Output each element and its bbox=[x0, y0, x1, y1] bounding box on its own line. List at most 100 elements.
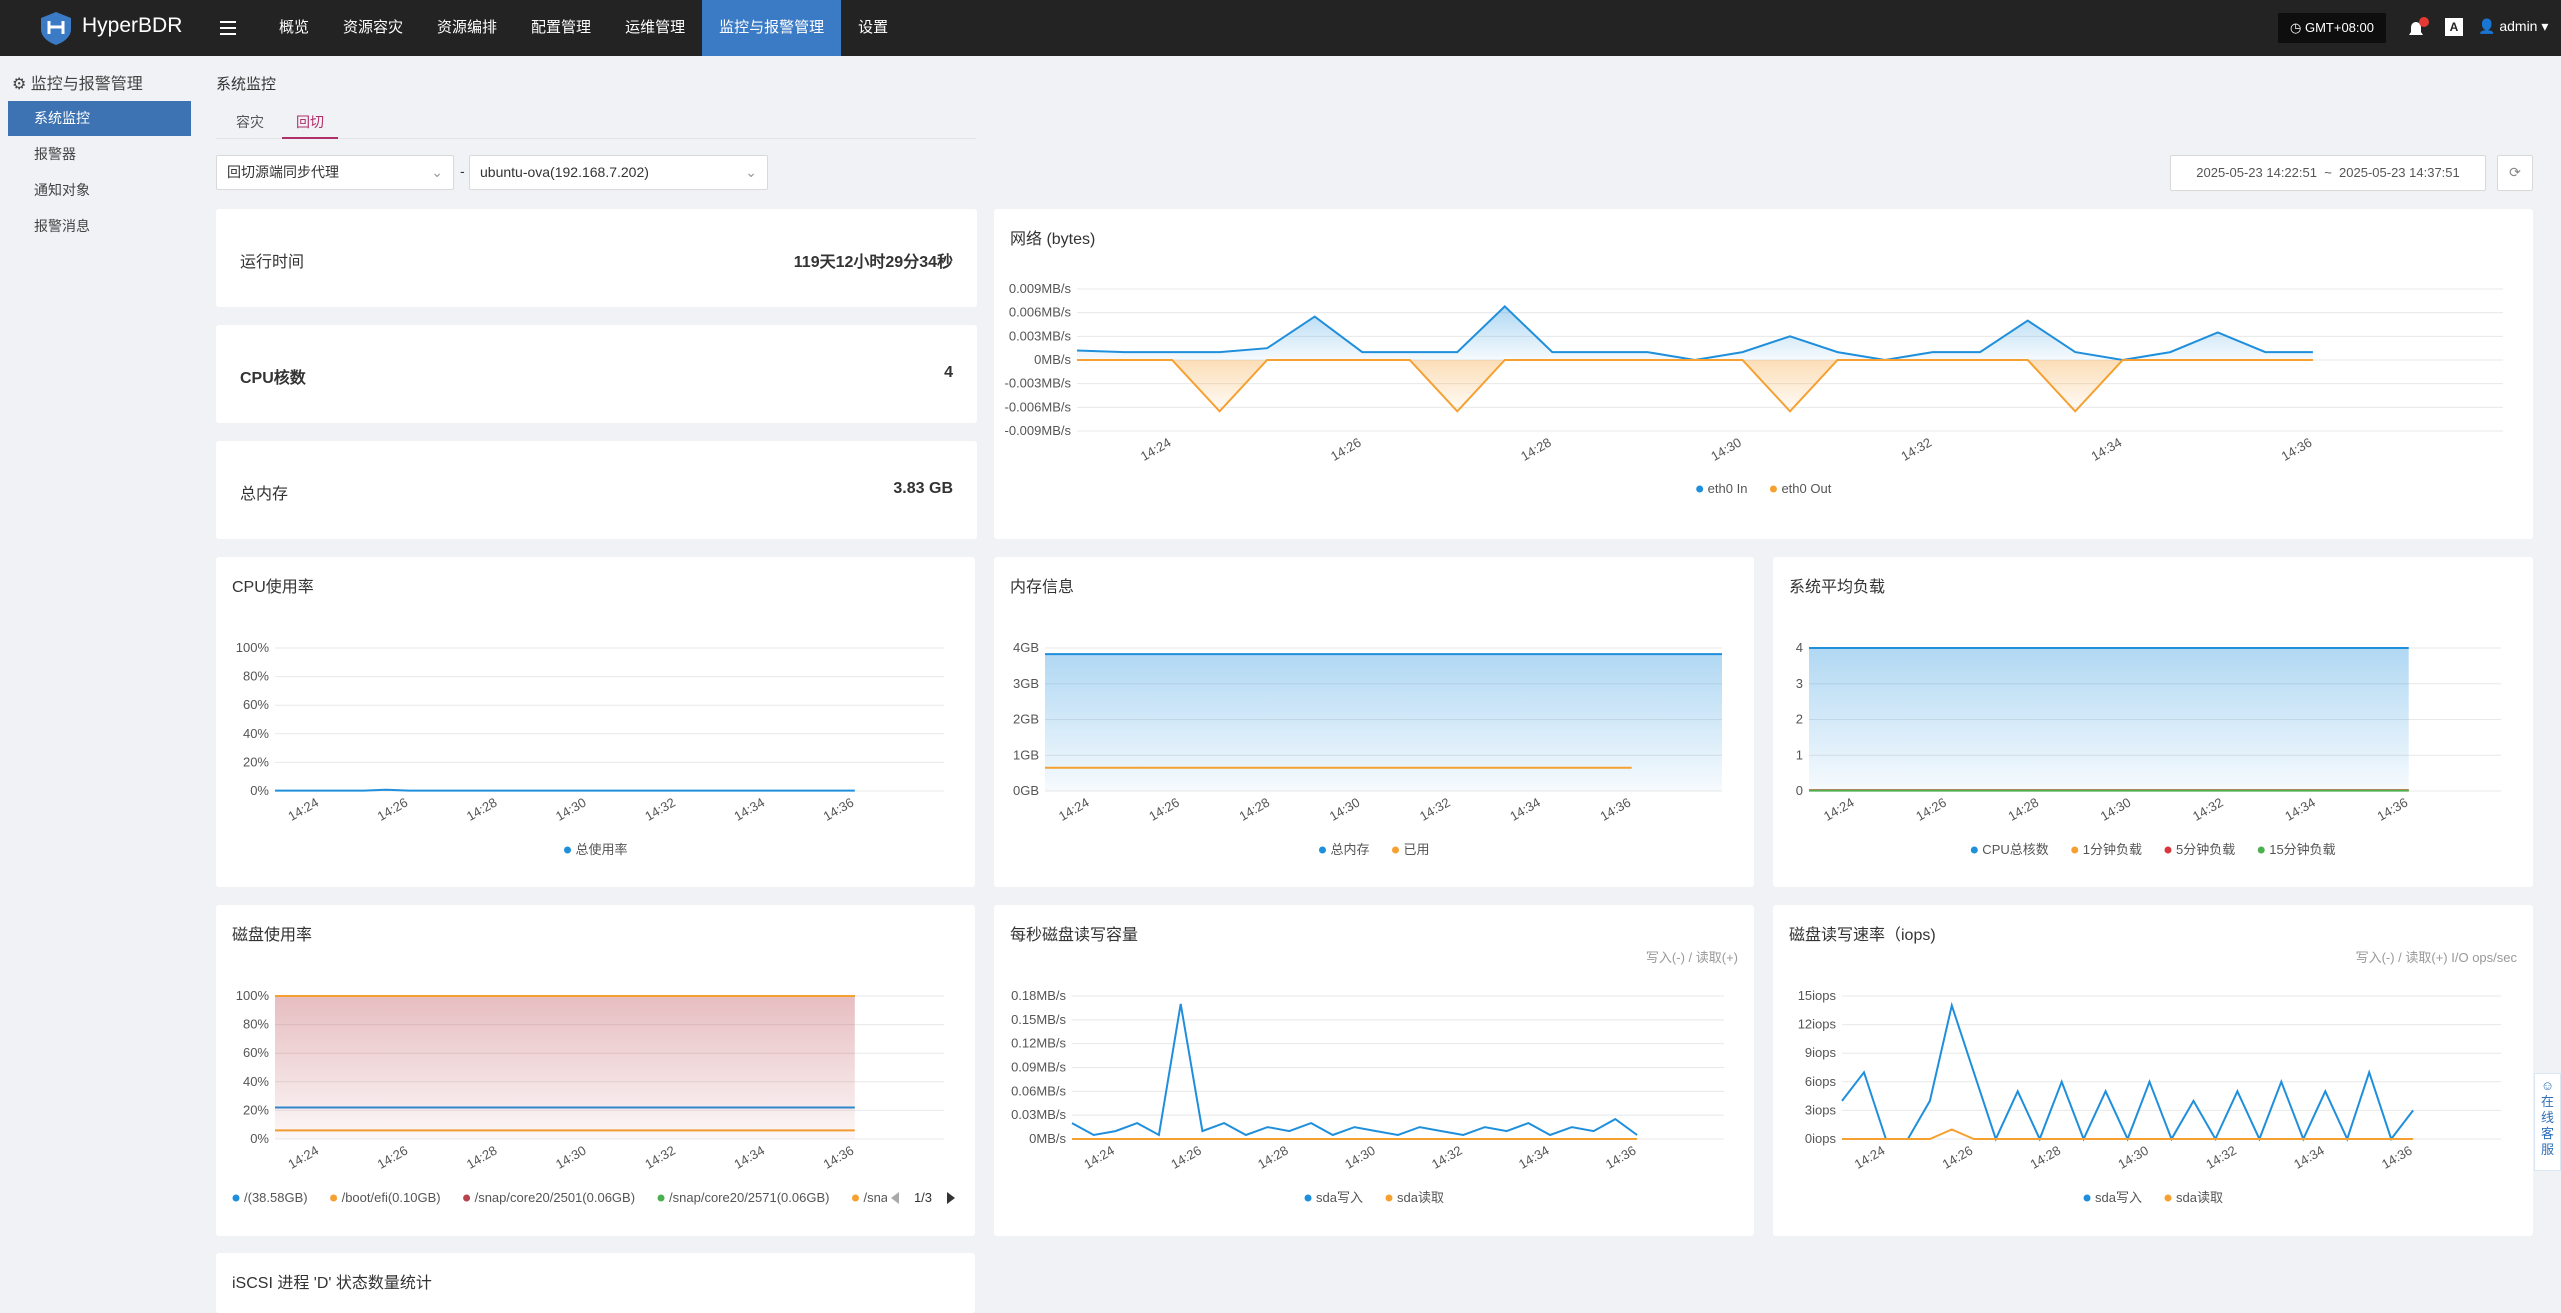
x-tick-label: 14:30 bbox=[1327, 795, 1363, 824]
legend: 总使用率 bbox=[563, 842, 628, 857]
x-tick-label: 14:32 bbox=[1417, 795, 1453, 824]
y-tick-label: 0.009MB/s bbox=[1009, 281, 1072, 296]
notifications[interactable] bbox=[2404, 16, 2430, 42]
x-tick-label: 14:28 bbox=[2027, 1143, 2063, 1172]
legend-label: 总使用率 bbox=[575, 842, 627, 857]
menu-item[interactable]: 设置 bbox=[858, 19, 889, 36]
chart: 0GB 1GB 2GB 3GB 4GB 14:24 14:26 14:28 14:30 14:32… bbox=[1013, 640, 1722, 857]
y-tick-label: 0.09MB/s bbox=[1011, 1060, 1066, 1075]
x-tick-label: 14:24 bbox=[1138, 435, 1174, 464]
y-tick-label: -0.009MB/s bbox=[1005, 423, 1072, 438]
y-tick-label: 3GB bbox=[1013, 676, 1039, 691]
x-tick-label: 14:34 bbox=[731, 1143, 767, 1172]
legend-label: 1分钟负载 bbox=[2083, 842, 2142, 857]
legend-marker bbox=[2083, 1194, 2091, 1202]
legend-label: eth0 In bbox=[1708, 481, 1748, 496]
top-bar: HyperBDR 概览 资源容灾 资源编排 配置管理 运维管理 监控与报警管理 设置 ◷ G… bbox=[0, 0, 2561, 56]
x-tick-label: 14:26 bbox=[375, 1143, 411, 1172]
chart-title: 网络 (bytes) bbox=[1010, 231, 1096, 248]
menu-toggle[interactable] bbox=[218, 18, 238, 38]
series-line bbox=[1841, 1001, 2414, 1142]
sidebar-item[interactable]: 报警消息 bbox=[34, 218, 90, 234]
x-tick-label: 14:28 bbox=[1255, 1143, 1291, 1172]
chart-title: 内存信息 bbox=[1010, 579, 1075, 596]
legend-marker bbox=[1385, 1194, 1393, 1202]
legend-marker bbox=[657, 1194, 665, 1202]
y-tick-label: -0.003MB/s bbox=[1005, 376, 1072, 391]
y-tick-label: 0.006MB/s bbox=[1009, 305, 1072, 320]
y-tick-label: 0iops bbox=[1805, 1131, 1837, 1146]
date-range[interactable]: 2025-05-23 14:22:51 ~ 2025-05-23 14:37:5… bbox=[2170, 155, 2486, 191]
sidebar-item[interactable]: 报警器 bbox=[34, 146, 76, 162]
x-tick-label: 14:34 bbox=[2282, 795, 2318, 824]
x-tick-label: 14:30 bbox=[553, 1143, 589, 1172]
legend-prev bbox=[891, 1192, 899, 1204]
y-tick-label: 6iops bbox=[1805, 1074, 1837, 1089]
menu-item[interactable]: 资源编排 bbox=[437, 19, 498, 36]
legend-next bbox=[947, 1192, 955, 1204]
sidebar-item[interactable]: 系统监控 bbox=[8, 101, 191, 136]
series-area bbox=[1045, 654, 1722, 791]
chart: -0.009MB/s -0.006MB/s -0.003MB/s 0MB/s 0.003… bbox=[1005, 281, 2503, 496]
menu-item[interactable]: 概览 bbox=[279, 19, 310, 36]
chart-title: 磁盘使用率 bbox=[232, 927, 313, 944]
date-separator: ~ bbox=[2324, 165, 2332, 180]
legend-marker bbox=[1970, 846, 1978, 854]
page-title: 系统监控 bbox=[216, 76, 277, 93]
language[interactable]: A bbox=[2445, 18, 2463, 36]
user-menu[interactable]: 👤 admin ▾ bbox=[2478, 18, 2549, 34]
x-tick-label: 14:26 bbox=[1913, 795, 1949, 824]
timezone[interactable]: ◷ GMT+08:00 bbox=[2278, 13, 2386, 43]
y-tick-label: 80% bbox=[243, 1017, 269, 1032]
chart-card: 系统平均负载 0 1 2 3 4 14:24 14:26 14:28 14:30 14:32 14:3… bbox=[1773, 557, 2533, 887]
x-tick-label: 14:36 bbox=[1598, 795, 1634, 824]
legend-label: /boot/efi(0.10GB) bbox=[342, 1190, 441, 1205]
main-menu: 概览 资源容灾 资源编排 配置管理 运维管理 监控与报警管理 设置 bbox=[262, 0, 905, 56]
x-tick-label: 14:36 bbox=[2375, 795, 2411, 824]
legend-marker bbox=[1318, 846, 1326, 854]
stat-label: CPU核数 bbox=[240, 370, 306, 387]
tab[interactable]: 回切 bbox=[282, 112, 338, 139]
legend-marker bbox=[2257, 846, 2265, 854]
menu-item[interactable]: 配置管理 bbox=[531, 19, 592, 36]
x-tick-label: 14:24 bbox=[1056, 795, 1092, 824]
x-tick-label: 14:24 bbox=[1852, 1143, 1888, 1172]
x-tick-label: 14:30 bbox=[1342, 1143, 1378, 1172]
sidebar-title-text: 监控与报警管理 bbox=[30, 76, 143, 93]
chart: 0MB/s 0.03MB/s 0.06MB/s 0.09MB/s 0.12MB/s 0.1… bbox=[1011, 988, 1724, 1205]
legend-marker bbox=[851, 1194, 859, 1202]
source-select[interactable]: 回切源端同步代理 ⌄ bbox=[216, 155, 454, 190]
y-tick-label: -0.006MB/s bbox=[1005, 399, 1072, 414]
stat-value: 4 bbox=[944, 364, 953, 381]
host-select[interactable]: ubuntu-ova(192.168.7.202) ⌄ bbox=[469, 155, 768, 190]
y-tick-label: 0.15MB/s bbox=[1011, 1012, 1066, 1027]
series-area bbox=[1077, 360, 2313, 412]
y-tick-label: 40% bbox=[243, 1074, 269, 1089]
x-tick-label: 14:24 bbox=[285, 1143, 321, 1172]
chart-title: CPU使用率 bbox=[232, 579, 314, 596]
x-tick-label: 14:32 bbox=[1429, 1143, 1465, 1172]
y-tick-label: 80% bbox=[243, 669, 269, 684]
stat-card: CPU核数 4 bbox=[216, 325, 977, 423]
legend-label: 15分钟负载 bbox=[2269, 842, 2335, 857]
refresh-button[interactable]: ⟳ bbox=[2497, 155, 2533, 191]
y-tick-label: 0.18MB/s bbox=[1011, 988, 1066, 1003]
x-tick-label: 14:36 bbox=[821, 795, 857, 824]
x-tick-label: 14:24 bbox=[285, 795, 321, 824]
support-widget[interactable]: ☺ 在线客服 bbox=[2534, 1073, 2561, 1171]
x-tick-label: 14:26 bbox=[1146, 795, 1182, 824]
x-tick-label: 14:32 bbox=[2190, 795, 2226, 824]
legend-marker bbox=[2071, 846, 2079, 854]
menu-item[interactable]: 运维管理 bbox=[625, 19, 686, 36]
chart-card: 每秒磁盘读写容量 写入(-) / 读取(+) 0MB/s 0.03MB/s 0.06MB… bbox=[994, 905, 1754, 1236]
date-end: 2025-05-23 14:37:51 bbox=[2339, 165, 2460, 180]
y-tick-label: 100% bbox=[236, 640, 270, 655]
menu-item[interactable]: 资源容灾 bbox=[343, 19, 404, 36]
x-tick-label: 14:30 bbox=[2115, 1143, 2151, 1172]
menu-item[interactable]: 监控与报警管理 bbox=[702, 0, 842, 56]
sidebar-item[interactable]: 通知对象 bbox=[34, 182, 90, 198]
tab[interactable]: 容灾 bbox=[236, 114, 264, 130]
legend-label: /snap/core20/2501(0.06GB) bbox=[475, 1190, 635, 1205]
y-tick-label: 15iops bbox=[1798, 988, 1837, 1003]
